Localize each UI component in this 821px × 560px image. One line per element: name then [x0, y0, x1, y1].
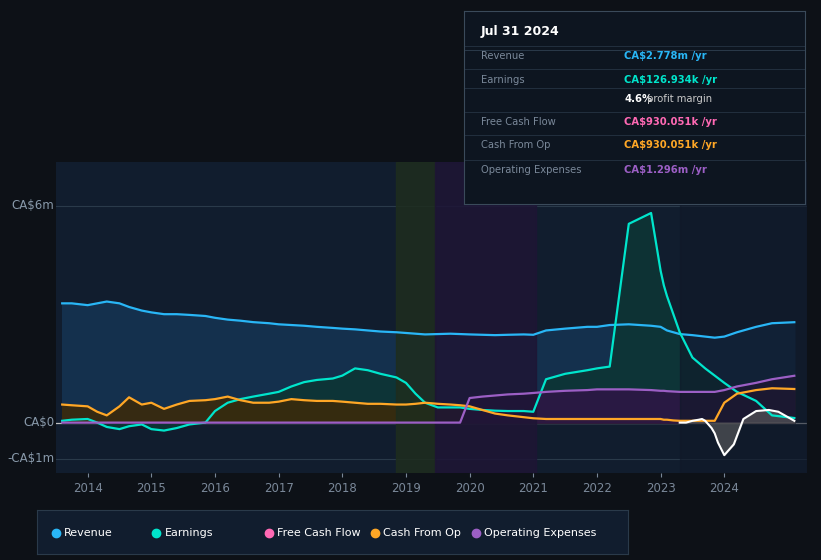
- Text: Operating Expenses: Operating Expenses: [484, 528, 596, 538]
- Text: CA$1.296m /yr: CA$1.296m /yr: [624, 165, 707, 175]
- Text: Earnings: Earnings: [481, 74, 525, 85]
- Bar: [680, 162, 807, 473]
- Text: CA$930.051k /yr: CA$930.051k /yr: [624, 117, 717, 127]
- Bar: [397, 162, 434, 473]
- Text: Revenue: Revenue: [64, 528, 112, 538]
- Text: CA$6m: CA$6m: [11, 199, 54, 212]
- Text: CA$930.051k /yr: CA$930.051k /yr: [624, 141, 717, 150]
- Text: Free Cash Flow: Free Cash Flow: [277, 528, 360, 538]
- Text: Earnings: Earnings: [165, 528, 213, 538]
- Text: Cash From Op: Cash From Op: [481, 141, 550, 150]
- Text: 4.6%: 4.6%: [624, 94, 652, 104]
- Text: CA$126.934k /yr: CA$126.934k /yr: [624, 74, 717, 85]
- Text: Free Cash Flow: Free Cash Flow: [481, 117, 556, 127]
- Text: Cash From Op: Cash From Op: [383, 528, 461, 538]
- Text: profit margin: profit margin: [644, 94, 713, 104]
- Text: CA$2.778m /yr: CA$2.778m /yr: [624, 52, 707, 62]
- Text: CA$0: CA$0: [23, 416, 54, 429]
- Text: Operating Expenses: Operating Expenses: [481, 165, 581, 175]
- Bar: [434, 162, 536, 473]
- Text: Revenue: Revenue: [481, 52, 525, 62]
- Text: -CA$1m: -CA$1m: [7, 452, 54, 465]
- Text: Jul 31 2024: Jul 31 2024: [481, 25, 560, 38]
